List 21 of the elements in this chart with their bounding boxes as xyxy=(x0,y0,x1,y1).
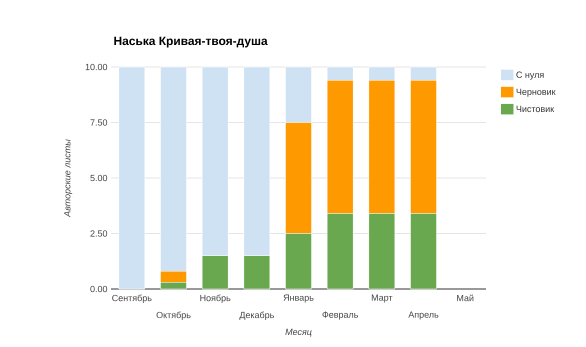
legend-label: Чистовик xyxy=(516,106,554,112)
y-tick-label: 0.00 xyxy=(90,286,108,292)
x-tick-label: Март xyxy=(372,294,392,303)
y-tick-label: 2.50 xyxy=(90,230,108,237)
x-tick-label: Май xyxy=(457,294,474,302)
y-tick-label: 5.00 xyxy=(90,174,108,182)
y-axis-title: Авторские листы xyxy=(64,139,72,218)
bar xyxy=(118,66,146,290)
x-tick-label: Январь xyxy=(284,294,314,303)
x-tick-label: Октябрь xyxy=(156,312,191,320)
y-tick-label: 10.00 xyxy=(86,64,108,70)
x-tick-label: Апрель xyxy=(408,312,438,320)
x-tick-label: Февраль xyxy=(322,312,358,320)
y-tick-label: 7.50 xyxy=(90,119,108,126)
x-tick-label: Сентябрь xyxy=(112,294,152,303)
legend-label: С нуля xyxy=(516,72,544,80)
legend-label: Черновик xyxy=(516,88,556,97)
chart-title: Наська Кривая-твоя-душа xyxy=(114,36,268,48)
x-axis-title: Месяц xyxy=(285,328,312,337)
x-tick-label: Ноябрь xyxy=(200,294,230,303)
x-tick-label: Декабрь xyxy=(239,312,274,320)
